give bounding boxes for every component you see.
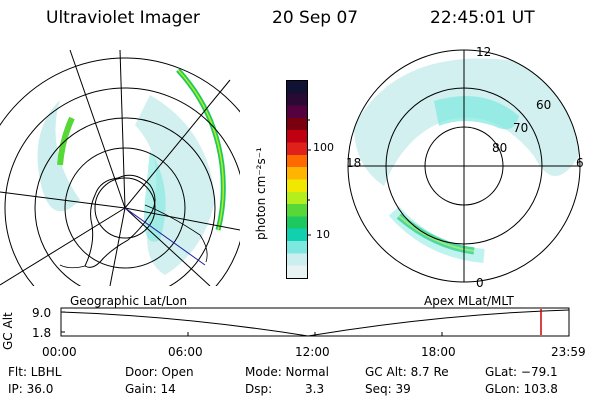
mlt-18-label: 18 [346, 156, 362, 170]
glon-info: GLon: 103.8 [485, 382, 558, 396]
xtick-0600: 06:00 [168, 345, 203, 359]
mlt-12-label: 12 [476, 45, 492, 59]
xtick-1800: 18:00 [421, 345, 456, 359]
lat-70-label: 70 [513, 121, 529, 135]
gain-info: Gain: 14 [125, 382, 176, 396]
flt-info: Flt: LBHL [8, 365, 62, 379]
diffuse-oval [354, 58, 580, 186]
mode-info: Mode: Normal [245, 365, 329, 379]
ytick-low: 1.8 [32, 326, 52, 340]
magnetic-map [347, 49, 581, 283]
coastline [84, 174, 156, 268]
glat-info: GLat: −79.1 [485, 365, 558, 379]
date-label: 20 Sep 07 [272, 8, 359, 28]
mlt-6-label: 6 [576, 156, 584, 170]
altitude-plot [60, 307, 570, 337]
gc-alt-ylabel: GC Alt [1, 312, 15, 350]
aurora-band-west [57, 116, 75, 166]
colorbar-tick-100: 100 [313, 141, 334, 154]
gc-alt-info: GC Alt: 8.7 Re [365, 365, 449, 379]
colorbar-ticks [307, 119, 311, 236]
ytick-high: 9.0 [32, 306, 52, 320]
lat-80-label: 80 [492, 141, 508, 155]
geographic-label: Geographic Lat/Lon [70, 294, 188, 308]
altitude-curve [60, 309, 570, 337]
ip-info: IP: 36.0 [8, 382, 54, 396]
seq-info: Seq: 39 [365, 382, 411, 396]
colorbar-unit-label: photon cm⁻²s⁻¹ [254, 147, 268, 240]
xtick-1200: 12:00 [295, 345, 330, 359]
dsp-label: Dsp: [245, 382, 273, 396]
instrument-title: Ultraviolet Imager [46, 8, 200, 28]
colorbar [286, 80, 308, 279]
xtick-2359: 23:59 [551, 345, 586, 359]
lat-60-label: 60 [536, 98, 552, 112]
time-label: 22:45:01 UT [430, 8, 535, 28]
dsp-value: 3.3 [305, 382, 325, 396]
door-info: Door: Open [125, 365, 194, 379]
geographic-map [0, 50, 240, 286]
colorbar-tick-10: 10 [316, 228, 330, 241]
mlt-0-label: 0 [476, 276, 484, 290]
xtick-0000: 00:00 [42, 345, 77, 359]
apex-label: Apex MLat/MLT [424, 294, 514, 308]
